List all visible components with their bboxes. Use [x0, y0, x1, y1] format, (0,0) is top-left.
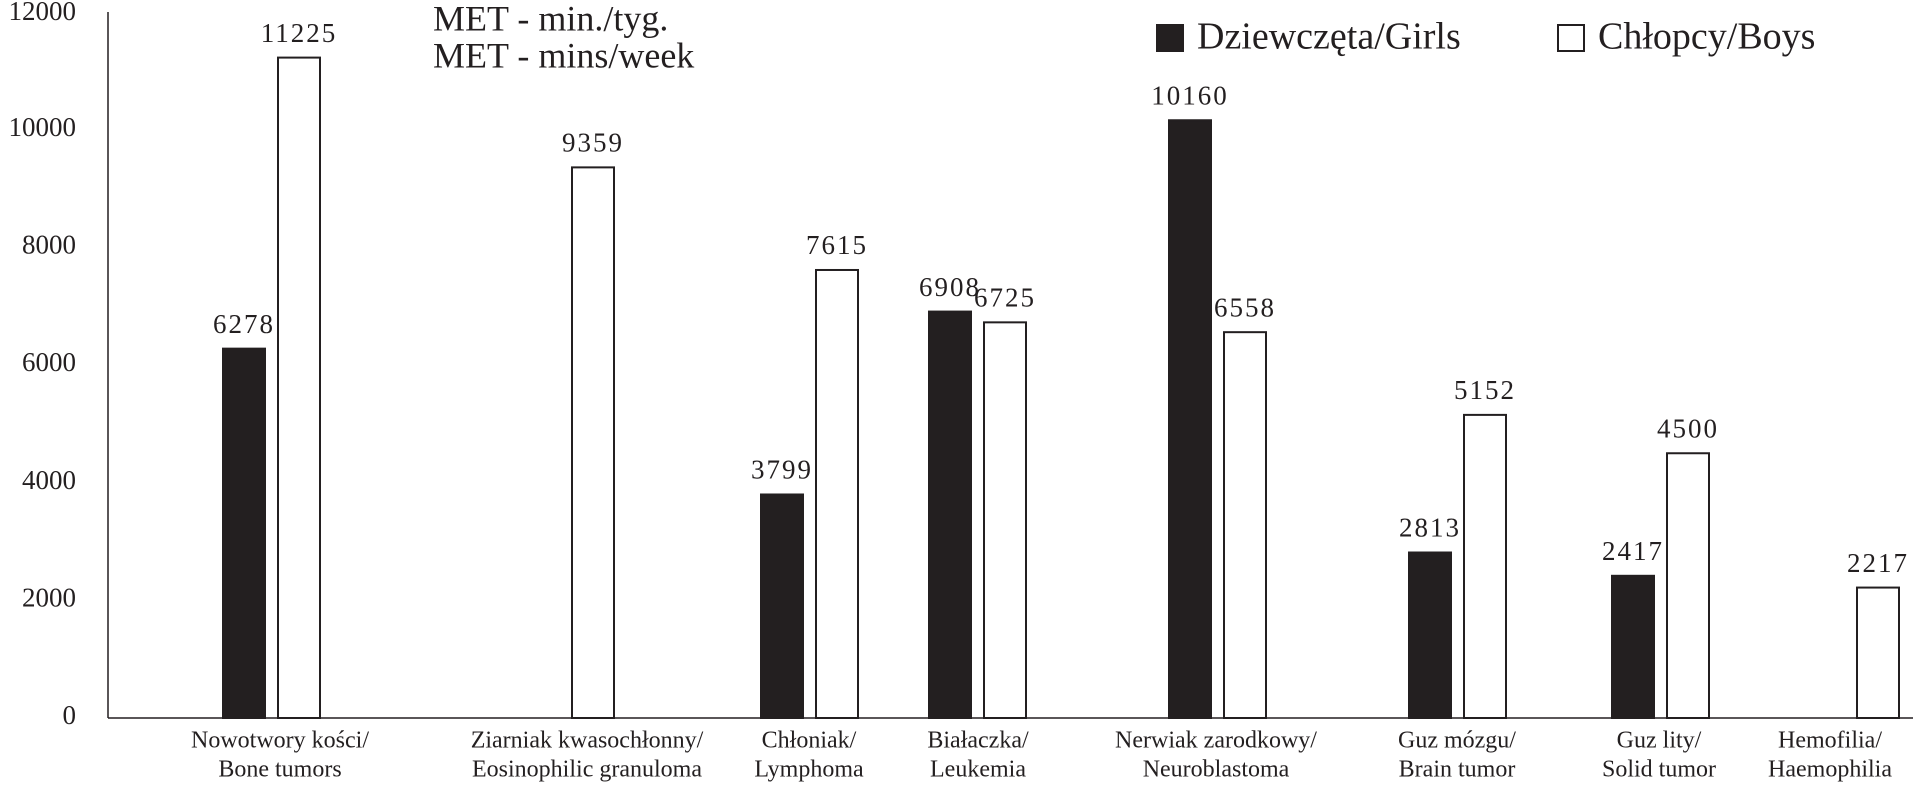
data-label: 11225 — [261, 18, 338, 48]
data-label: 9359 — [562, 128, 624, 158]
x-tick-label: Hemofilia/ — [1778, 728, 1882, 754]
y-tick-label: 6000 — [22, 347, 76, 377]
x-tick-label: Guz lity/ — [1617, 728, 1702, 754]
x-tick-label: Bone tumors — [218, 757, 341, 783]
bar — [1223, 331, 1267, 719]
annotation: MET - min./tyg. — [433, 0, 668, 38]
bar — [277, 56, 321, 720]
y-tick-label: 0 — [63, 700, 77, 730]
data-label: 6908 — [919, 272, 981, 302]
bar — [1611, 574, 1655, 719]
bar — [983, 321, 1027, 719]
x-tick-label: Eosinophilic granuloma — [472, 757, 702, 783]
data-label: 2417 — [1602, 536, 1664, 566]
x-tick-label: Haemophilia — [1768, 757, 1892, 783]
bar — [815, 268, 859, 719]
legend-label: Dziewczęta/Girls — [1197, 16, 1461, 58]
x-tick-label: Neuroblastoma — [1143, 757, 1290, 783]
data-label: 7615 — [806, 230, 868, 260]
bar — [1168, 119, 1212, 719]
bar — [571, 166, 615, 719]
data-label: 5152 — [1454, 375, 1516, 405]
x-tick-label: Leukemia — [930, 757, 1026, 783]
data-label: 6558 — [1214, 292, 1276, 322]
data-label: 2217 — [1847, 548, 1909, 578]
legend-swatch — [1156, 24, 1184, 52]
bar — [760, 493, 804, 719]
x-tick-label: Guz mózgu/ — [1398, 728, 1516, 754]
x-tick-label: Nerwiak zarodkowy/ — [1115, 728, 1317, 754]
y-tick-label: 10000 — [9, 112, 77, 142]
bar — [1856, 586, 1900, 720]
legend-label: Chłopcy/Boys — [1598, 16, 1815, 58]
bar — [928, 310, 972, 719]
y-tick-label: 8000 — [22, 230, 76, 260]
bar — [222, 347, 266, 719]
data-label: 2813 — [1399, 513, 1461, 543]
data-label: 4500 — [1657, 413, 1719, 443]
annotation: MET - mins/week — [433, 35, 694, 75]
y-tick-label: 12000 — [9, 0, 77, 26]
data-label: 10160 — [1151, 80, 1229, 110]
x-tick-label: Białaczka/ — [927, 728, 1029, 754]
legend-swatch — [1557, 24, 1585, 52]
data-label: 3799 — [751, 455, 813, 485]
x-tick-label: Nowotwory kości/ — [191, 728, 369, 754]
data-label: 6725 — [974, 283, 1036, 313]
y-tick-label: 4000 — [22, 465, 76, 495]
bar — [1666, 452, 1710, 719]
x-tick-label: Brain tumor — [1399, 757, 1516, 783]
bar — [1463, 413, 1507, 719]
data-label: 6278 — [213, 309, 275, 339]
y-tick-label: 2000 — [22, 583, 76, 613]
x-tick-label: Chłoniak/ — [762, 728, 857, 754]
x-tick-label: Solid tumor — [1602, 757, 1716, 783]
bar — [1408, 551, 1452, 719]
x-tick-label: Ziarniak kwasochłonny/ — [471, 728, 704, 754]
x-tick-label: Lymphoma — [754, 757, 864, 783]
